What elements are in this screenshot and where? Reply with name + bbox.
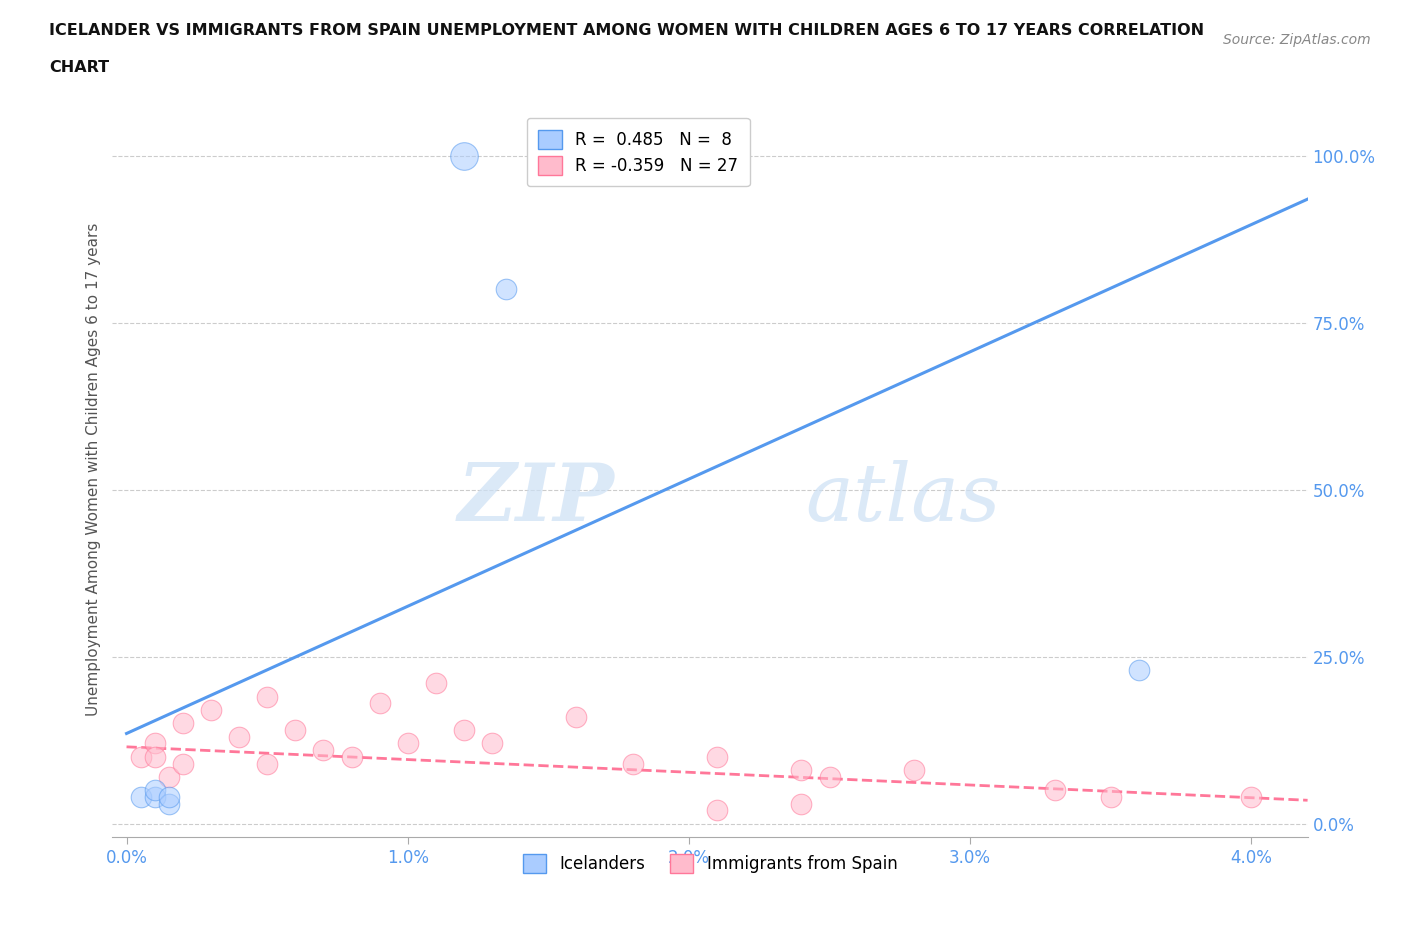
Point: [157, 796, 180, 811]
Point: [903, 763, 925, 777]
Point: [200, 703, 222, 718]
Point: [157, 790, 180, 804]
Point: [129, 790, 152, 804]
Point: [143, 790, 166, 804]
Legend: Icelanders, Immigrants from Spain: Icelanders, Immigrants from Spain: [516, 847, 904, 880]
Point: [1099, 790, 1122, 804]
Point: [396, 736, 419, 751]
Point: [172, 756, 194, 771]
Point: [256, 689, 278, 704]
Point: [565, 710, 588, 724]
Point: [495, 282, 517, 297]
Text: ZIP: ZIP: [457, 460, 614, 538]
Point: [621, 756, 644, 771]
Point: [453, 723, 475, 737]
Point: [157, 769, 180, 784]
Y-axis label: Unemployment Among Women with Children Ages 6 to 17 years: Unemployment Among Women with Children A…: [86, 223, 101, 716]
Point: [143, 750, 166, 764]
Point: [706, 803, 728, 817]
Point: [425, 676, 447, 691]
Point: [1240, 790, 1263, 804]
Text: Source: ZipAtlas.com: Source: ZipAtlas.com: [1223, 33, 1371, 46]
Point: [143, 783, 166, 798]
Point: [481, 736, 503, 751]
Point: [312, 743, 335, 758]
Point: [284, 723, 307, 737]
Point: [143, 736, 166, 751]
Text: CHART: CHART: [49, 60, 110, 75]
Point: [256, 756, 278, 771]
Point: [453, 148, 475, 163]
Point: [172, 716, 194, 731]
Point: [340, 750, 363, 764]
Point: [368, 696, 391, 711]
Point: [1043, 783, 1066, 798]
Point: [818, 769, 841, 784]
Point: [1128, 662, 1150, 677]
Point: [790, 763, 813, 777]
Text: ICELANDER VS IMMIGRANTS FROM SPAIN UNEMPLOYMENT AMONG WOMEN WITH CHILDREN AGES 6: ICELANDER VS IMMIGRANTS FROM SPAIN UNEMP…: [49, 23, 1205, 38]
Point: [228, 729, 250, 744]
Point: [129, 750, 152, 764]
Point: [790, 796, 813, 811]
Point: [706, 750, 728, 764]
Text: atlas: atlas: [806, 460, 1001, 538]
